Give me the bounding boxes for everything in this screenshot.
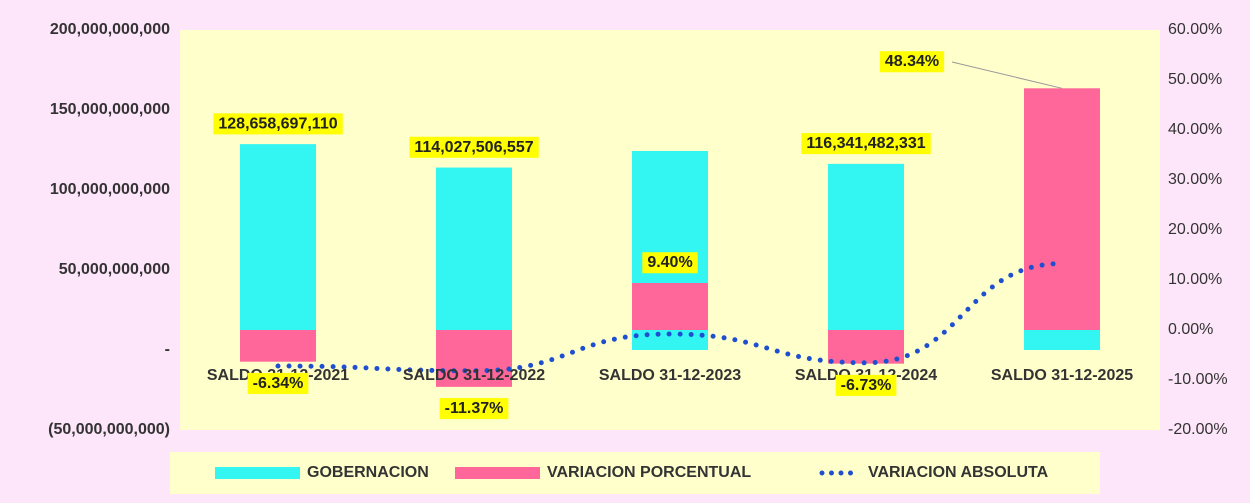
data-label-box — [879, 51, 945, 73]
y-tick-label: - — [165, 341, 170, 358]
data-label: 9.40% — [647, 254, 692, 271]
legend-swatch — [455, 467, 540, 479]
y2-tick-label: 60.00% — [1168, 21, 1222, 38]
data-label: 114,027,506,557 — [414, 139, 533, 156]
bar — [632, 283, 708, 330]
data-label-box — [409, 136, 539, 158]
legend-label: VARIACION ABSOLUTA — [868, 464, 1049, 481]
data-label-box — [213, 113, 343, 135]
y2-tick-label: 40.00% — [1168, 121, 1222, 138]
bar — [436, 330, 512, 387]
data-label-box — [801, 133, 931, 155]
legend-swatch — [215, 467, 300, 479]
y2-tick-label: 20.00% — [1168, 221, 1222, 238]
x-tick-label: SALDO 31-12-2025 — [991, 367, 1133, 384]
legend-label: GOBERNACION — [307, 464, 429, 481]
bar — [240, 144, 316, 350]
y2-tick-label: -20.00% — [1168, 421, 1228, 438]
leader-line — [951, 61, 1063, 89]
y-tick-label: (50,000,000,000) — [48, 421, 170, 438]
y2-tick-label: -10.00% — [1168, 371, 1228, 388]
legend-box — [170, 452, 1100, 494]
bar — [1024, 88, 1100, 330]
y-tick-label: 200,000,000,000 — [50, 21, 170, 38]
line — [275, 261, 1065, 374]
data-label: -6.73% — [841, 377, 892, 394]
y-tick-label: 150,000,000,000 — [50, 101, 170, 118]
data-label-box — [835, 374, 897, 396]
data-label: -6.34% — [253, 375, 304, 392]
bar — [240, 330, 316, 362]
legend-label: VARIACION PORCENTUAL — [547, 464, 751, 481]
y2-tick-label: 10.00% — [1168, 271, 1222, 288]
y2-tick-label: 50.00% — [1168, 71, 1222, 88]
data-label: 128,658,697,110 — [218, 115, 337, 132]
y2-tick-label: 30.00% — [1168, 171, 1222, 188]
bar — [828, 163, 904, 350]
data-label: -11.37% — [445, 400, 504, 417]
data-label-box — [247, 372, 309, 394]
x-tick-label: SALDO 31-12-2023 — [599, 367, 741, 384]
y-tick-label: 50,000,000,000 — [59, 261, 170, 278]
data-label: 48.34% — [885, 53, 939, 70]
bar — [828, 330, 904, 364]
data-label-box — [642, 252, 698, 274]
data-label-box — [439, 398, 509, 420]
data-label: 116,341,482,331 — [806, 135, 925, 152]
y-tick-label: 100,000,000,000 — [50, 181, 170, 198]
bar — [436, 167, 512, 350]
x-tick-label: SALDO 31-12-2022 — [403, 367, 545, 384]
y2-tick-label: 0.00% — [1168, 321, 1213, 338]
